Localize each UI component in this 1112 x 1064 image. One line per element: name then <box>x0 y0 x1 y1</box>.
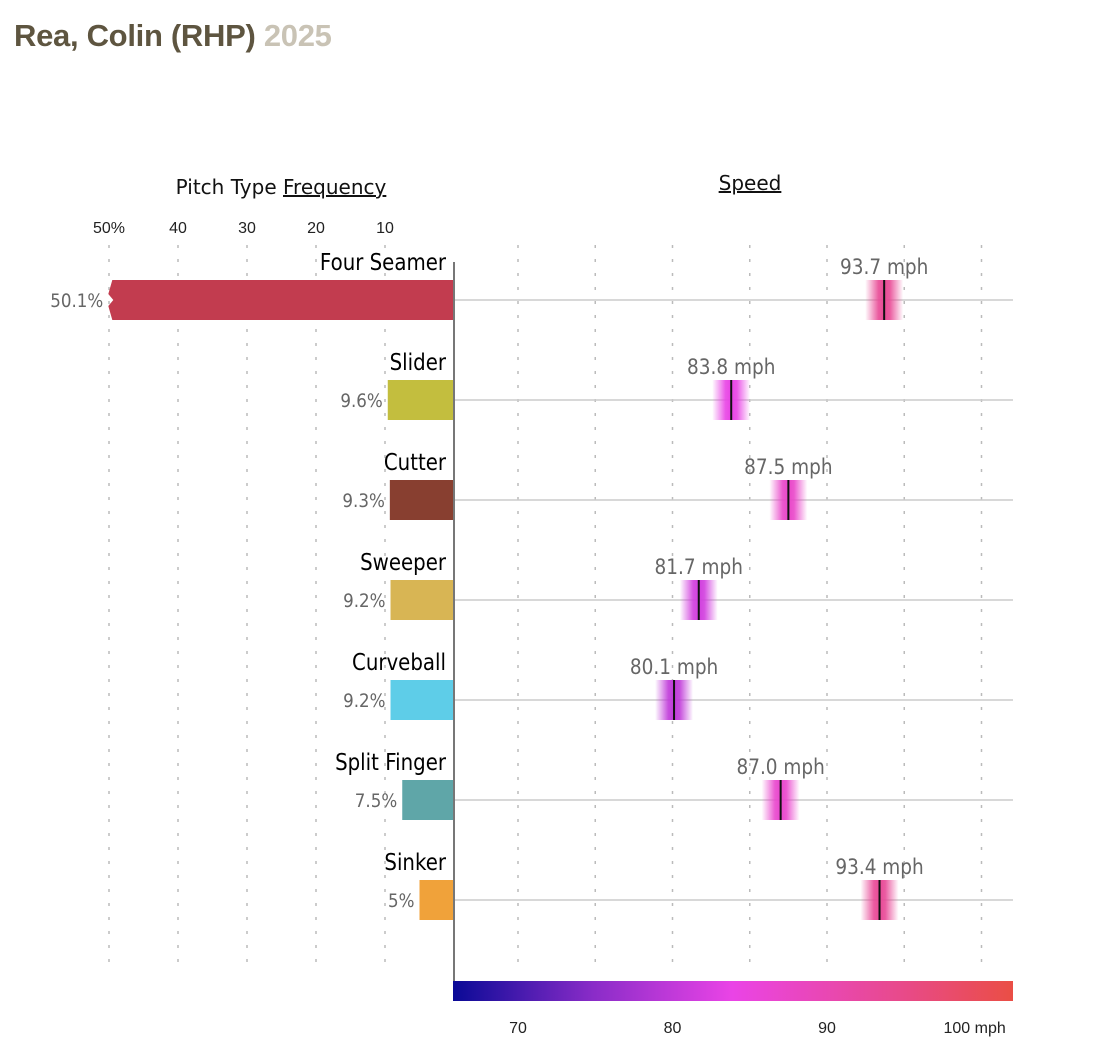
pitch-row: Sweeper 9.2% 81.7 mph <box>343 550 1013 620</box>
speed-tick-label: 70 <box>509 1020 527 1037</box>
speed-panel-title: Speed <box>719 171 782 195</box>
pitch-type-label: Split Finger <box>335 750 446 777</box>
speed-tick-label: 100 mph <box>944 1020 1006 1037</box>
frequency-tick-label: 20 <box>307 220 325 237</box>
pitch-type-label: Cutter <box>384 450 446 477</box>
pitch-type-label: Curveball <box>352 650 446 677</box>
frequency-tick-label: 10 <box>376 220 394 237</box>
frequency-value-label: 9.3% <box>342 490 384 512</box>
frequency-value-label: 5% <box>388 890 414 912</box>
speed-value-label: 87.0 mph <box>736 755 824 779</box>
frequency-value-label: 9.2% <box>343 690 385 712</box>
frequency-value-label: 7.5% <box>355 790 397 812</box>
pitch-type-label: Sinker <box>384 850 446 877</box>
pitch-type-label: Sweeper <box>360 550 446 577</box>
frequency-tick-label: 30 <box>238 220 256 237</box>
speed-value-label: 93.7 mph <box>840 255 928 279</box>
season-year: 2025 <box>263 18 332 53</box>
speed-tick-label: 90 <box>818 1020 836 1037</box>
pitch-type-label: Four Seamer <box>320 250 446 277</box>
speed-value-label: 83.8 mph <box>687 355 775 379</box>
speed-colorbar <box>453 981 1013 1001</box>
player-name: Rea, Colin (RHP) <box>14 18 256 53</box>
pitch-row: Sinker 5% 93.4 mph <box>384 850 1013 920</box>
frequency-value-label: 9.6% <box>340 390 382 412</box>
frequency-panel-title: Pitch Type Frequency <box>176 175 387 199</box>
speed-value-label: 93.4 mph <box>835 855 923 879</box>
frequency-bar <box>108 280 454 320</box>
speed-tick-label: 80 <box>664 1020 682 1037</box>
pitch-row: Split Finger 7.5% 87.0 mph <box>335 750 1013 820</box>
frequency-value-label: 50.1% <box>50 290 103 312</box>
frequency-bar <box>390 680 454 720</box>
frequency-bar <box>419 880 454 920</box>
frequency-tick-label: 40 <box>169 220 187 237</box>
pitch-row: Curveball 9.2% 80.1 mph <box>343 650 1013 720</box>
frequency-tick-label: 50% <box>93 220 125 237</box>
speed-value-label: 87.5 mph <box>744 455 832 479</box>
speed-value-label: 81.7 mph <box>655 555 743 579</box>
pitch-row: Slider 9.6% 83.8 mph <box>340 350 1013 420</box>
pitch-type-label: Slider <box>390 350 447 377</box>
speed-value-label: 80.1 mph <box>630 655 718 679</box>
pitch-row: Four Seamer 50.1% 93.7 mph <box>50 250 1013 320</box>
frequency-bar <box>390 580 454 620</box>
frequency-bar <box>402 780 454 820</box>
frequency-bar <box>387 380 454 420</box>
frequency-bar <box>389 480 454 520</box>
chart-title: Rea, Colin (RHP) 2025 <box>14 18 332 54</box>
frequency-value-label: 9.2% <box>343 590 385 612</box>
